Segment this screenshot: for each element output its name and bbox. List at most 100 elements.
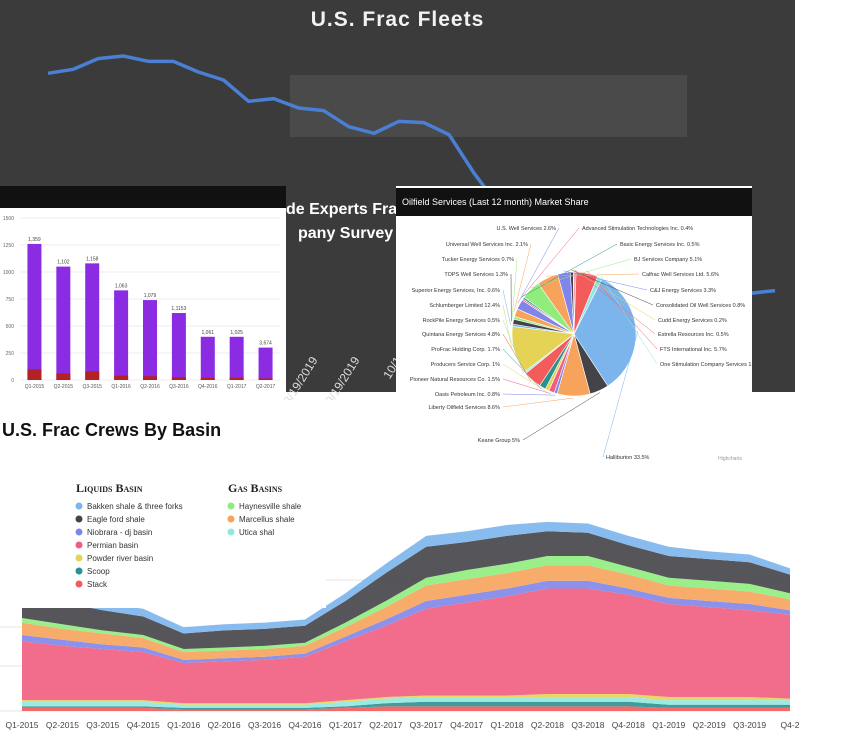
area-x-label: Q1-2015 (5, 720, 38, 730)
bar-segment (27, 243, 42, 380)
pie-label: Quintana Energy Services 4.8% (422, 332, 500, 338)
bar-chart-header (0, 186, 286, 208)
market-share-panel: Oilfield Services (Last 12 month) Market… (396, 186, 752, 464)
legend-marker (227, 528, 235, 536)
pie-connector (602, 330, 639, 458)
area-x-label: Q2-2019 (693, 720, 726, 730)
x-tick-label: 8/19/2019 (280, 354, 320, 400)
pie-connector (502, 397, 574, 408)
x-tick-label: 9/19/2019 (322, 354, 362, 400)
legend-item: Haynesville shale (239, 502, 302, 511)
bar-segment-bottom (114, 375, 129, 380)
bar-y-tick: 0 (11, 378, 14, 384)
bar-y-tick: 250 (6, 351, 15, 357)
legend-group-title: Liquids Basin (76, 481, 143, 495)
area-x-label: Q1-2018 (491, 720, 524, 730)
area-x-label: Q2-2018 (531, 720, 564, 730)
pie-label: One Stimulation Company Services 1.3% (660, 362, 752, 368)
bar-y-tick: 1500 (3, 216, 14, 222)
legend-marker (75, 528, 83, 536)
market-share-pie: Halliburton 33.5% Keane Group 5% Liberty O… (410, 226, 752, 462)
bar-y-tick: 500 (6, 324, 15, 330)
pie-label: Universal Well Services Inc. 2.1% (446, 242, 528, 248)
pie-label: Estrella Resources Inc. 0.5% (658, 332, 729, 338)
bar-x-label: Q4-2016 (198, 384, 218, 390)
bar-segment-bottom (85, 371, 100, 380)
area-x-label: Q3-2017 (410, 720, 443, 730)
bar-segment (114, 290, 129, 380)
pie-connector (502, 393, 556, 396)
bar-segment (85, 263, 100, 380)
pie-label: U.S. Well Services 2.6% (496, 226, 556, 232)
area-series (22, 588, 790, 704)
pie-label: Advanced Stimulation Technologies Inc. 0… (582, 226, 693, 232)
area-series (22, 701, 790, 710)
bar-value-label: 1,158 (86, 256, 99, 262)
legend-item: Bakken shale & three forks (87, 502, 183, 511)
pie-connector (587, 271, 658, 350)
legend-marker (75, 502, 83, 510)
pie-connector (502, 289, 511, 326)
bar-value-label: 1,079 (144, 293, 157, 299)
bar-value-label: 1,025 (230, 330, 243, 336)
bar-chart-panel: 0 250 500 750 1000 1250 1500 1,359 Q1-2015 1,102 Q… (0, 186, 286, 392)
pie-label: Basic Energy Services Inc. 0.5% (620, 242, 700, 248)
bar-value-label: 1,102 (57, 260, 70, 266)
pie-label: Pioneer Natural Resources Co. 1.5% (410, 377, 500, 383)
legend-item: Niobrara - dj basin (87, 528, 152, 537)
pie-connector (502, 363, 547, 392)
pie-label: Liberty Oilfield Services 8.6% (428, 405, 500, 411)
bar-value-label: 1,063 (115, 283, 128, 289)
bar-segment-bottom (143, 376, 157, 380)
area-x-label: Q4-2015 (127, 720, 160, 730)
bar-segment-bottom (56, 373, 71, 380)
bar-y-tick: 750 (6, 297, 15, 303)
bar-segment-bottom (258, 378, 273, 380)
pie-label: Tucker Energy Services 0.7% (442, 257, 514, 263)
bar-segment-bottom (200, 377, 215, 380)
pie-label: C&J Energy Services 3.3% (650, 288, 716, 294)
area-x-label: Q2-2016 (208, 720, 241, 730)
legend-item: Permian basin (87, 541, 138, 550)
pie-label: Producers Service Corp. 1% (431, 362, 500, 368)
pie-label: RockPile Energy Services 0.5% (423, 318, 500, 324)
pie-label: Superior Energy Services, Inc. 0.6% (412, 288, 500, 294)
area-x-label: Q3-2016 (248, 720, 281, 730)
area-x-label: Q3-2019 (733, 720, 766, 730)
pie-label: Oasis Petroleum Inc. 0.8% (435, 392, 500, 398)
bar-x-label: Q2-2016 (140, 384, 160, 390)
area-series (22, 697, 790, 708)
pie-connector (546, 273, 640, 277)
bar-segment (143, 300, 157, 380)
area-x-label: Q2-2015 (46, 720, 79, 730)
survey-overlay-line: pany Survey (298, 225, 394, 242)
pie-label: BJ Services Company 5.1% (634, 257, 702, 263)
area-x-label: Q1-2019 (652, 720, 685, 730)
legend-item: Eagle ford shale (87, 515, 145, 524)
legend-item: Utica shal (239, 528, 274, 537)
pie-connector (513, 243, 532, 313)
legend-marker (75, 580, 83, 588)
legend-item: Scoop (87, 567, 110, 576)
area-x-label: Q3-2015 (86, 720, 119, 730)
bar-x-label: Q1-2016 (111, 384, 131, 390)
area-x-label: Q2-2017 (369, 720, 402, 730)
area-x-label: Q1-2017 (329, 720, 362, 730)
pie-label: ProFrac Holding Corp. 1.7% (431, 347, 500, 353)
bar-x-label: Q2-2017 (256, 384, 276, 390)
legend-item: Marcellus shale (239, 515, 295, 524)
legend-marker (75, 541, 83, 549)
pie-label: Keane Group 5% (478, 438, 520, 444)
legend-item: Stack (87, 580, 108, 589)
area-x-label: Q4-2 (781, 720, 800, 730)
area-x-label: Q1-2016 (167, 720, 200, 730)
area-x-label: Q4-2017 (450, 720, 483, 730)
legend-marker (75, 567, 83, 575)
plot-shade-band (290, 75, 687, 137)
area-series (22, 706, 790, 711)
legend-marker (227, 502, 235, 510)
frac-fleets-title: U.S. Frac Fleets (310, 8, 485, 31)
pie-connector (511, 258, 518, 318)
area-x-label: Q3-2018 (571, 720, 604, 730)
area-x-label: Q4-2016 (288, 720, 321, 730)
